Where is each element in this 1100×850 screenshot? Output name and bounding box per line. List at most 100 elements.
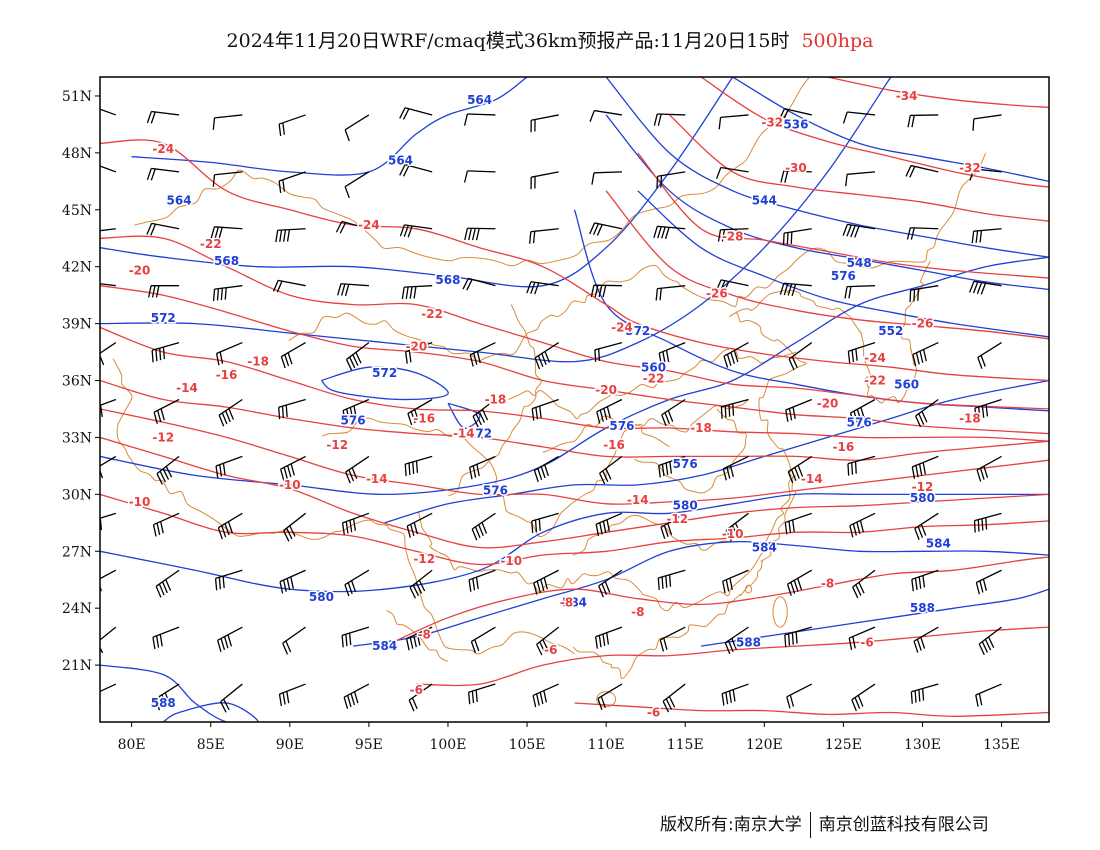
height-contour-line [320,366,449,401]
height-contour-label: 584 [752,540,777,554]
y-tick-label: 33N [62,430,92,446]
height-contour-label: 560 [641,360,666,374]
temperature-contour-label: -14 [801,472,823,486]
wind-barb [653,225,686,240]
wind-barb [278,171,306,193]
wind-barb [595,512,623,537]
wind-barb [914,512,939,540]
temperature-contour-label: -18 [690,421,712,435]
title-level: 500hpa [801,30,874,52]
temperature-contour-label: -20 [405,339,427,353]
temperature-contour-label: -10 [500,554,522,568]
height-contour-line [353,540,1049,647]
wind-barb [404,455,433,477]
temperature-contour-label: -22 [200,237,222,251]
wind-barb [723,342,749,368]
temperature-contour-label: -30 [785,161,807,175]
temperature-contour-label: -16 [603,438,625,452]
wind-barb [100,455,117,479]
temperature-contour-label: -10 [722,527,744,541]
y-tick-label: 27N [62,544,92,560]
temperature-contour-label: -22 [421,307,443,321]
temperature-contour-label: -24 [611,320,633,334]
boundary-line [572,260,931,680]
x-tick-label: 80E [118,737,146,753]
wind-barb [100,683,117,705]
temperature-contour-label: -8 [821,577,834,591]
wind-barb [905,164,939,178]
wind-barb [977,342,1002,369]
wind-barb [148,285,180,298]
y-tick-label: 42N [62,260,92,276]
wind-barb [533,455,560,483]
wind-barb [975,569,1002,595]
wind-barb [278,398,306,420]
temperature-contour-label: -12 [326,438,348,452]
map-title: 2024年11月20日WRF/cmaq模式36km预报产品:11月20日15时 5… [0,26,1100,53]
wind-barb [778,108,812,121]
wind-barb [215,341,243,366]
y-tick-label: 24N [62,601,92,617]
temperature-contour-label: -14 [453,427,475,441]
wind-barb [788,342,813,371]
wind-barb [463,113,496,126]
wind-barb [217,626,243,652]
wind-barb [657,569,686,590]
wind-barb [722,455,749,481]
temperature-contour-label: -32 [959,161,981,175]
wind-barb [470,626,496,654]
wind-barb [590,284,622,298]
wind-barb [401,285,433,300]
temperature-contour-label: -8 [631,605,644,619]
y-tick-label: 45N [62,203,92,219]
wind-barb [409,569,433,599]
wind-barb [345,455,370,484]
temperature-contour-label: -18 [247,355,269,369]
y-tick-label: 36N [62,374,92,390]
wind-barb [598,569,623,598]
wind-barb [272,279,306,293]
wind-barb [721,683,749,706]
height-contour-label: 576 [483,484,508,498]
wind-barb [589,222,623,236]
temperature-contour-label: -6 [410,683,423,697]
temperature-contour-line [637,152,1049,279]
wind-barb [212,285,243,302]
wind-barb [911,455,939,479]
wind-barb [100,398,117,418]
temperature-contour-label: -12 [912,480,934,494]
wind-barb [658,341,686,366]
wind-barb [594,626,623,649]
height-contour-label: 576 [831,269,856,283]
y-tick-label: 21N [62,658,92,674]
wind-barb [152,512,180,537]
x-tick-label: 130E [904,737,941,753]
wind-barb [343,683,370,709]
wind-barb [662,683,686,713]
wind-barb [969,280,1002,295]
x-tick-label: 125E [825,737,862,753]
temperature-contour-label: -8 [418,628,431,642]
wind-barb [784,512,812,535]
wind-barb [152,626,180,650]
wind-barb [653,113,686,126]
x-tick-label: 110E [588,737,625,753]
wind-barb [912,341,939,367]
x-tick-label: 115E [667,737,704,753]
temperature-contour-label: -14 [627,493,649,507]
height-contour-label: 580 [309,590,334,604]
temperature-contour-label: -14 [366,472,388,486]
wind-barb [660,512,686,539]
wind-barb [589,109,623,123]
wind-barb [849,398,876,425]
wind-barb [471,512,496,541]
height-contour-label: 580 [673,499,698,513]
wind-barb [848,626,876,650]
temperature-contour-label: -12 [666,512,688,526]
wind-barb [594,341,623,362]
wind-barb [909,285,939,303]
wind-barb [341,512,370,535]
wind-barb [661,398,686,427]
wind-barb [335,220,370,234]
